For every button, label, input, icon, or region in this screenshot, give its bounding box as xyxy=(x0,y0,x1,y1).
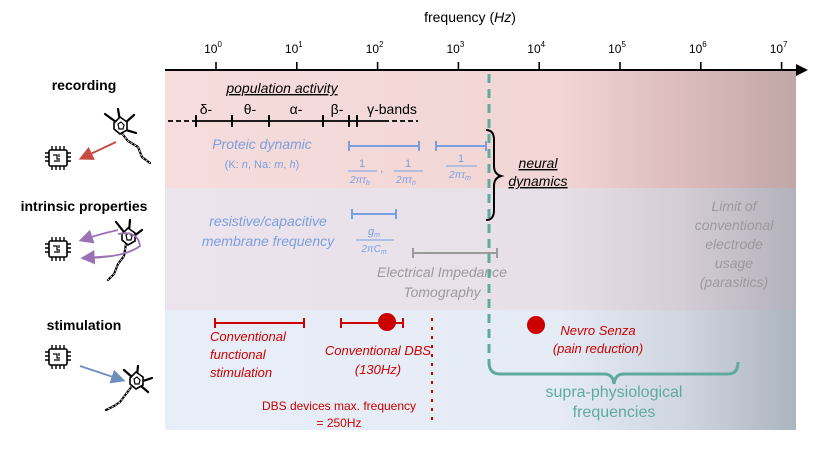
nevro-line1: Nevro Senza xyxy=(560,323,635,338)
band-gamma: γ-bands xyxy=(367,101,417,117)
svg-text:2πτh: 2πτh xyxy=(349,175,370,187)
neural-dynamics-brace xyxy=(485,129,505,221)
fraction-tau-h: 1 2πτh xyxy=(348,158,377,187)
axis-title: frequency (Hz) xyxy=(424,9,516,25)
axis-ticks: 100 101 102 103 104 105 106 107 xyxy=(204,40,788,70)
axis-tick-label: 106 xyxy=(689,40,707,56)
band-beta: β- xyxy=(331,101,344,117)
fraction-tau-m: 1 2πτm xyxy=(446,153,477,182)
axis-arrow-icon xyxy=(796,64,808,76)
chip-icon xyxy=(45,146,71,170)
band-delta: δ- xyxy=(200,101,213,117)
row-label-stimulation: stimulation xyxy=(47,317,122,333)
eit-label-line1: Electrical Impedance xyxy=(377,264,507,280)
proteic-dynamic-label: Proteic dynamic xyxy=(212,136,312,152)
limit-line5: (parasitics) xyxy=(700,274,768,290)
band-alpha: α- xyxy=(290,101,303,117)
stimulation-band xyxy=(165,310,796,430)
limit-line1: Limit of xyxy=(711,198,758,214)
eit-label-line2: Tomography xyxy=(403,284,481,300)
band-separators xyxy=(195,115,358,127)
recording-band xyxy=(165,70,796,188)
axis-tick-label: 102 xyxy=(366,40,384,56)
band-theta: θ- xyxy=(244,101,257,117)
limit-line3: electrode xyxy=(705,236,763,252)
svg-text:1: 1 xyxy=(458,153,464,165)
svg-text:1: 1 xyxy=(405,158,411,170)
axis-tick-label: 104 xyxy=(527,40,545,56)
population-activity-label: population activity xyxy=(225,80,338,96)
conventional-stimulation-range xyxy=(214,318,305,328)
membrane-range xyxy=(351,209,397,219)
intrinsic-band xyxy=(165,188,796,310)
svg-text:2πτm: 2πτm xyxy=(448,170,471,182)
conv-func-line1: Conventional xyxy=(210,329,287,344)
proteic-range-m xyxy=(435,141,487,151)
recording-arrow xyxy=(78,141,117,160)
dbs-max-line1: DBS devices max. frequency xyxy=(262,399,416,413)
row-label-recording: recording xyxy=(52,77,117,93)
svg-text:2πCm: 2πCm xyxy=(360,244,386,256)
chip-icon xyxy=(45,237,71,261)
stimulation-arrow xyxy=(79,365,126,384)
axis-tick-label: 100 xyxy=(204,40,222,56)
neural-dynamics-line1: neural xyxy=(519,155,559,171)
fraction-gm-cm: gm 2πCm xyxy=(356,226,394,256)
eit-range xyxy=(412,248,498,258)
conv-func-line2: functional xyxy=(210,347,267,362)
axis-tick-label: 107 xyxy=(770,40,788,56)
nevro-line2: (pain reduction) xyxy=(553,341,643,356)
fraction-comma: , xyxy=(380,161,383,175)
proteic-dynamic-sub: (K: n, Na: m, h) xyxy=(225,159,300,171)
supra-line2: frequencies xyxy=(573,404,656,421)
chip-icon xyxy=(45,345,71,369)
svg-text:gm: gm xyxy=(368,226,380,239)
membrane-label-line1: resistive/capacitive xyxy=(209,213,327,229)
fraction-tau-n: 1 2πτn xyxy=(394,158,423,187)
axis-tick-label: 101 xyxy=(285,40,303,56)
axis-tick-label: 103 xyxy=(446,40,464,56)
svg-text:2πτn: 2πτn xyxy=(395,175,416,187)
membrane-label-line2: membrane frequency xyxy=(202,233,335,249)
supra-physiological-brace xyxy=(487,361,740,385)
dbs-line2: (130Hz) xyxy=(355,362,401,377)
axis-tick-label: 105 xyxy=(608,40,626,56)
intrinsic-arrow-out xyxy=(80,250,113,265)
dbs-marker xyxy=(378,313,396,331)
neuron-icon xyxy=(104,364,154,412)
proteic-range-h-n xyxy=(348,141,420,151)
neuron-icon xyxy=(106,218,144,282)
intrinsic-arrow-in xyxy=(78,229,119,244)
limit-line4: usage xyxy=(715,255,753,271)
dbs-max-line2: = 250Hz xyxy=(316,416,361,430)
conv-func-line3: stimulation xyxy=(210,365,272,380)
svg-text:1: 1 xyxy=(359,158,365,170)
row-label-intrinsic: intrinsic properties xyxy=(21,198,148,214)
neural-dynamics-line2: dynamics xyxy=(508,173,567,189)
supra-line1: supra-physiological xyxy=(546,384,683,401)
neuron-icon xyxy=(103,107,152,165)
dbs-line1: Conventional DBS xyxy=(325,343,432,358)
limit-line2: conventional xyxy=(695,217,775,233)
nevro-marker xyxy=(527,316,545,334)
